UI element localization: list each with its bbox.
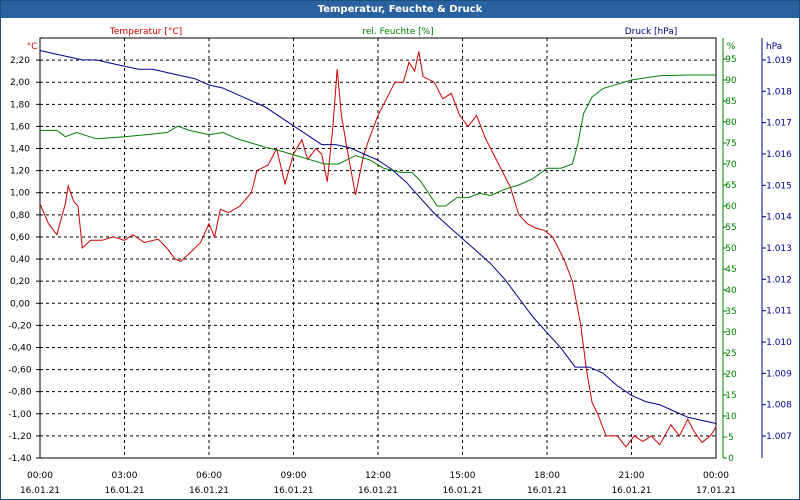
x-tick-date: 16.01.21 bbox=[527, 486, 567, 496]
humidity-tick-label: 95 bbox=[725, 55, 736, 65]
pressure-tick-label: 1.017 bbox=[766, 119, 792, 129]
temperature-tick-label: -0,80 bbox=[8, 388, 32, 398]
temperature-tick-label: 1,40 bbox=[10, 145, 30, 155]
humidity-axis-label: rel. Feuchte [%] bbox=[362, 27, 433, 37]
humidity-tick-label: 45 bbox=[725, 265, 736, 275]
x-tick-time: 21:00 bbox=[619, 471, 645, 481]
humidity-tick-label: 55 bbox=[725, 223, 736, 233]
x-tick-time: 09:00 bbox=[281, 471, 307, 481]
pressure-tick-label: 1.019 bbox=[766, 56, 792, 66]
temperature-tick-label: -0,40 bbox=[8, 343, 32, 353]
series-line-temperature bbox=[39, 51, 717, 448]
series-line-pressure bbox=[39, 50, 717, 424]
temperature-tick-label: -0,60 bbox=[8, 366, 32, 376]
pressure-tick-label: 1.016 bbox=[766, 150, 792, 160]
humidity-tick-label: 75 bbox=[725, 139, 736, 149]
pressure-tick-label: 1.013 bbox=[766, 244, 792, 254]
humidity-tick-label: 10 bbox=[725, 412, 737, 422]
x-tick-time: 18:00 bbox=[534, 471, 560, 481]
pressure-tick-label: 1.012 bbox=[766, 275, 792, 285]
temperature-tick-label: 0,60 bbox=[10, 233, 30, 243]
temperature-tick-label: -1,20 bbox=[8, 432, 32, 442]
pressure-tick-label: 1.009 bbox=[766, 369, 792, 379]
pressure-tick-label: 1.014 bbox=[766, 213, 792, 223]
pressure-axis-label: Druck [hPa] bbox=[625, 27, 678, 37]
pressure-unit: hPa bbox=[766, 42, 782, 52]
pressure-tick-label: 1.018 bbox=[766, 87, 792, 97]
pressure-tick-label: 1.010 bbox=[766, 338, 792, 348]
axis-labels: 00:00 16.01.21 03:00 16.01.21 06:00 16.01.21 0… bbox=[8, 27, 792, 496]
x-tick-time: 00:00 bbox=[27, 471, 53, 481]
temperature-axis-label: Temperatur [°C] bbox=[109, 27, 182, 37]
humidity-tick-label: 70 bbox=[725, 160, 737, 170]
temperature-tick-label: 0,80 bbox=[10, 211, 30, 221]
x-tick-date: 16.01.21 bbox=[273, 486, 313, 496]
temperature-tick-label: -0,20 bbox=[8, 321, 32, 331]
x-tick-time: 00:00 bbox=[703, 471, 729, 481]
temperature-unit: °C bbox=[27, 42, 38, 52]
humidity-tick-label: 60 bbox=[725, 202, 737, 212]
temperature-tick-label: 1,80 bbox=[10, 100, 30, 110]
x-tick-date: 16.01.21 bbox=[611, 486, 651, 496]
x-tick-date: 16.01.21 bbox=[442, 486, 482, 496]
temperature-tick-label: 1,00 bbox=[10, 189, 30, 199]
temperature-tick-label: 2,00 bbox=[10, 78, 30, 88]
x-tick-date: 17.01.21 bbox=[696, 486, 736, 496]
humidity-tick-label: 90 bbox=[725, 76, 737, 86]
humidity-tick-label: 40 bbox=[725, 286, 737, 296]
x-tick-time: 03:00 bbox=[112, 471, 138, 481]
x-tick-date: 16.01.21 bbox=[189, 486, 229, 496]
temperature-tick-label: -1,00 bbox=[8, 410, 32, 420]
temperature-tick-label: 2,20 bbox=[10, 56, 30, 66]
x-tick-date: 16.01.21 bbox=[20, 486, 60, 496]
temperature-tick-label: 1,60 bbox=[10, 122, 30, 132]
x-tick-time: 15:00 bbox=[450, 471, 476, 481]
pressure-tick-label: 1.008 bbox=[766, 401, 792, 411]
pressure-tick-label: 1.015 bbox=[766, 181, 792, 191]
grid-lines bbox=[40, 38, 716, 459]
chart-title: Temperatur, Feuchte & Druck bbox=[1, 1, 799, 18]
humidity-tick-label: 0 bbox=[728, 454, 734, 464]
humidity-tick-label: 50 bbox=[725, 244, 737, 254]
humidity-tick-label: 30 bbox=[725, 328, 737, 338]
temperature-tick-label: 1,20 bbox=[10, 167, 30, 177]
humidity-tick-label: 65 bbox=[725, 181, 736, 191]
pressure-tick-label: 1.011 bbox=[766, 307, 792, 317]
humidity-tick-label: 35 bbox=[725, 307, 736, 317]
x-tick-date: 16.01.21 bbox=[358, 486, 398, 496]
x-tick-date: 16.01.21 bbox=[104, 486, 144, 496]
humidity-tick-label: 85 bbox=[725, 97, 736, 107]
temperature-tick-label: 0,20 bbox=[10, 277, 30, 287]
humidity-unit: % bbox=[727, 42, 736, 52]
series-lines bbox=[39, 50, 717, 448]
temperature-tick-label: 0,40 bbox=[10, 255, 30, 265]
temperature-tick-label: -1,40 bbox=[8, 454, 32, 464]
series-line-humidity bbox=[40, 74, 716, 207]
humidity-tick-label: 5 bbox=[728, 433, 734, 443]
temperature-tick-label: 0,00 bbox=[10, 299, 30, 309]
humidity-tick-label: 80 bbox=[725, 118, 737, 128]
humidity-tick-label: 25 bbox=[725, 349, 736, 359]
axes-lines bbox=[36, 38, 766, 459]
x-tick-time: 12:00 bbox=[365, 471, 391, 481]
humidity-tick-label: 15 bbox=[725, 391, 736, 401]
humidity-tick-label: 20 bbox=[725, 370, 737, 380]
x-tick-time: 06:00 bbox=[196, 471, 222, 481]
pressure-tick-label: 1.007 bbox=[766, 432, 792, 442]
